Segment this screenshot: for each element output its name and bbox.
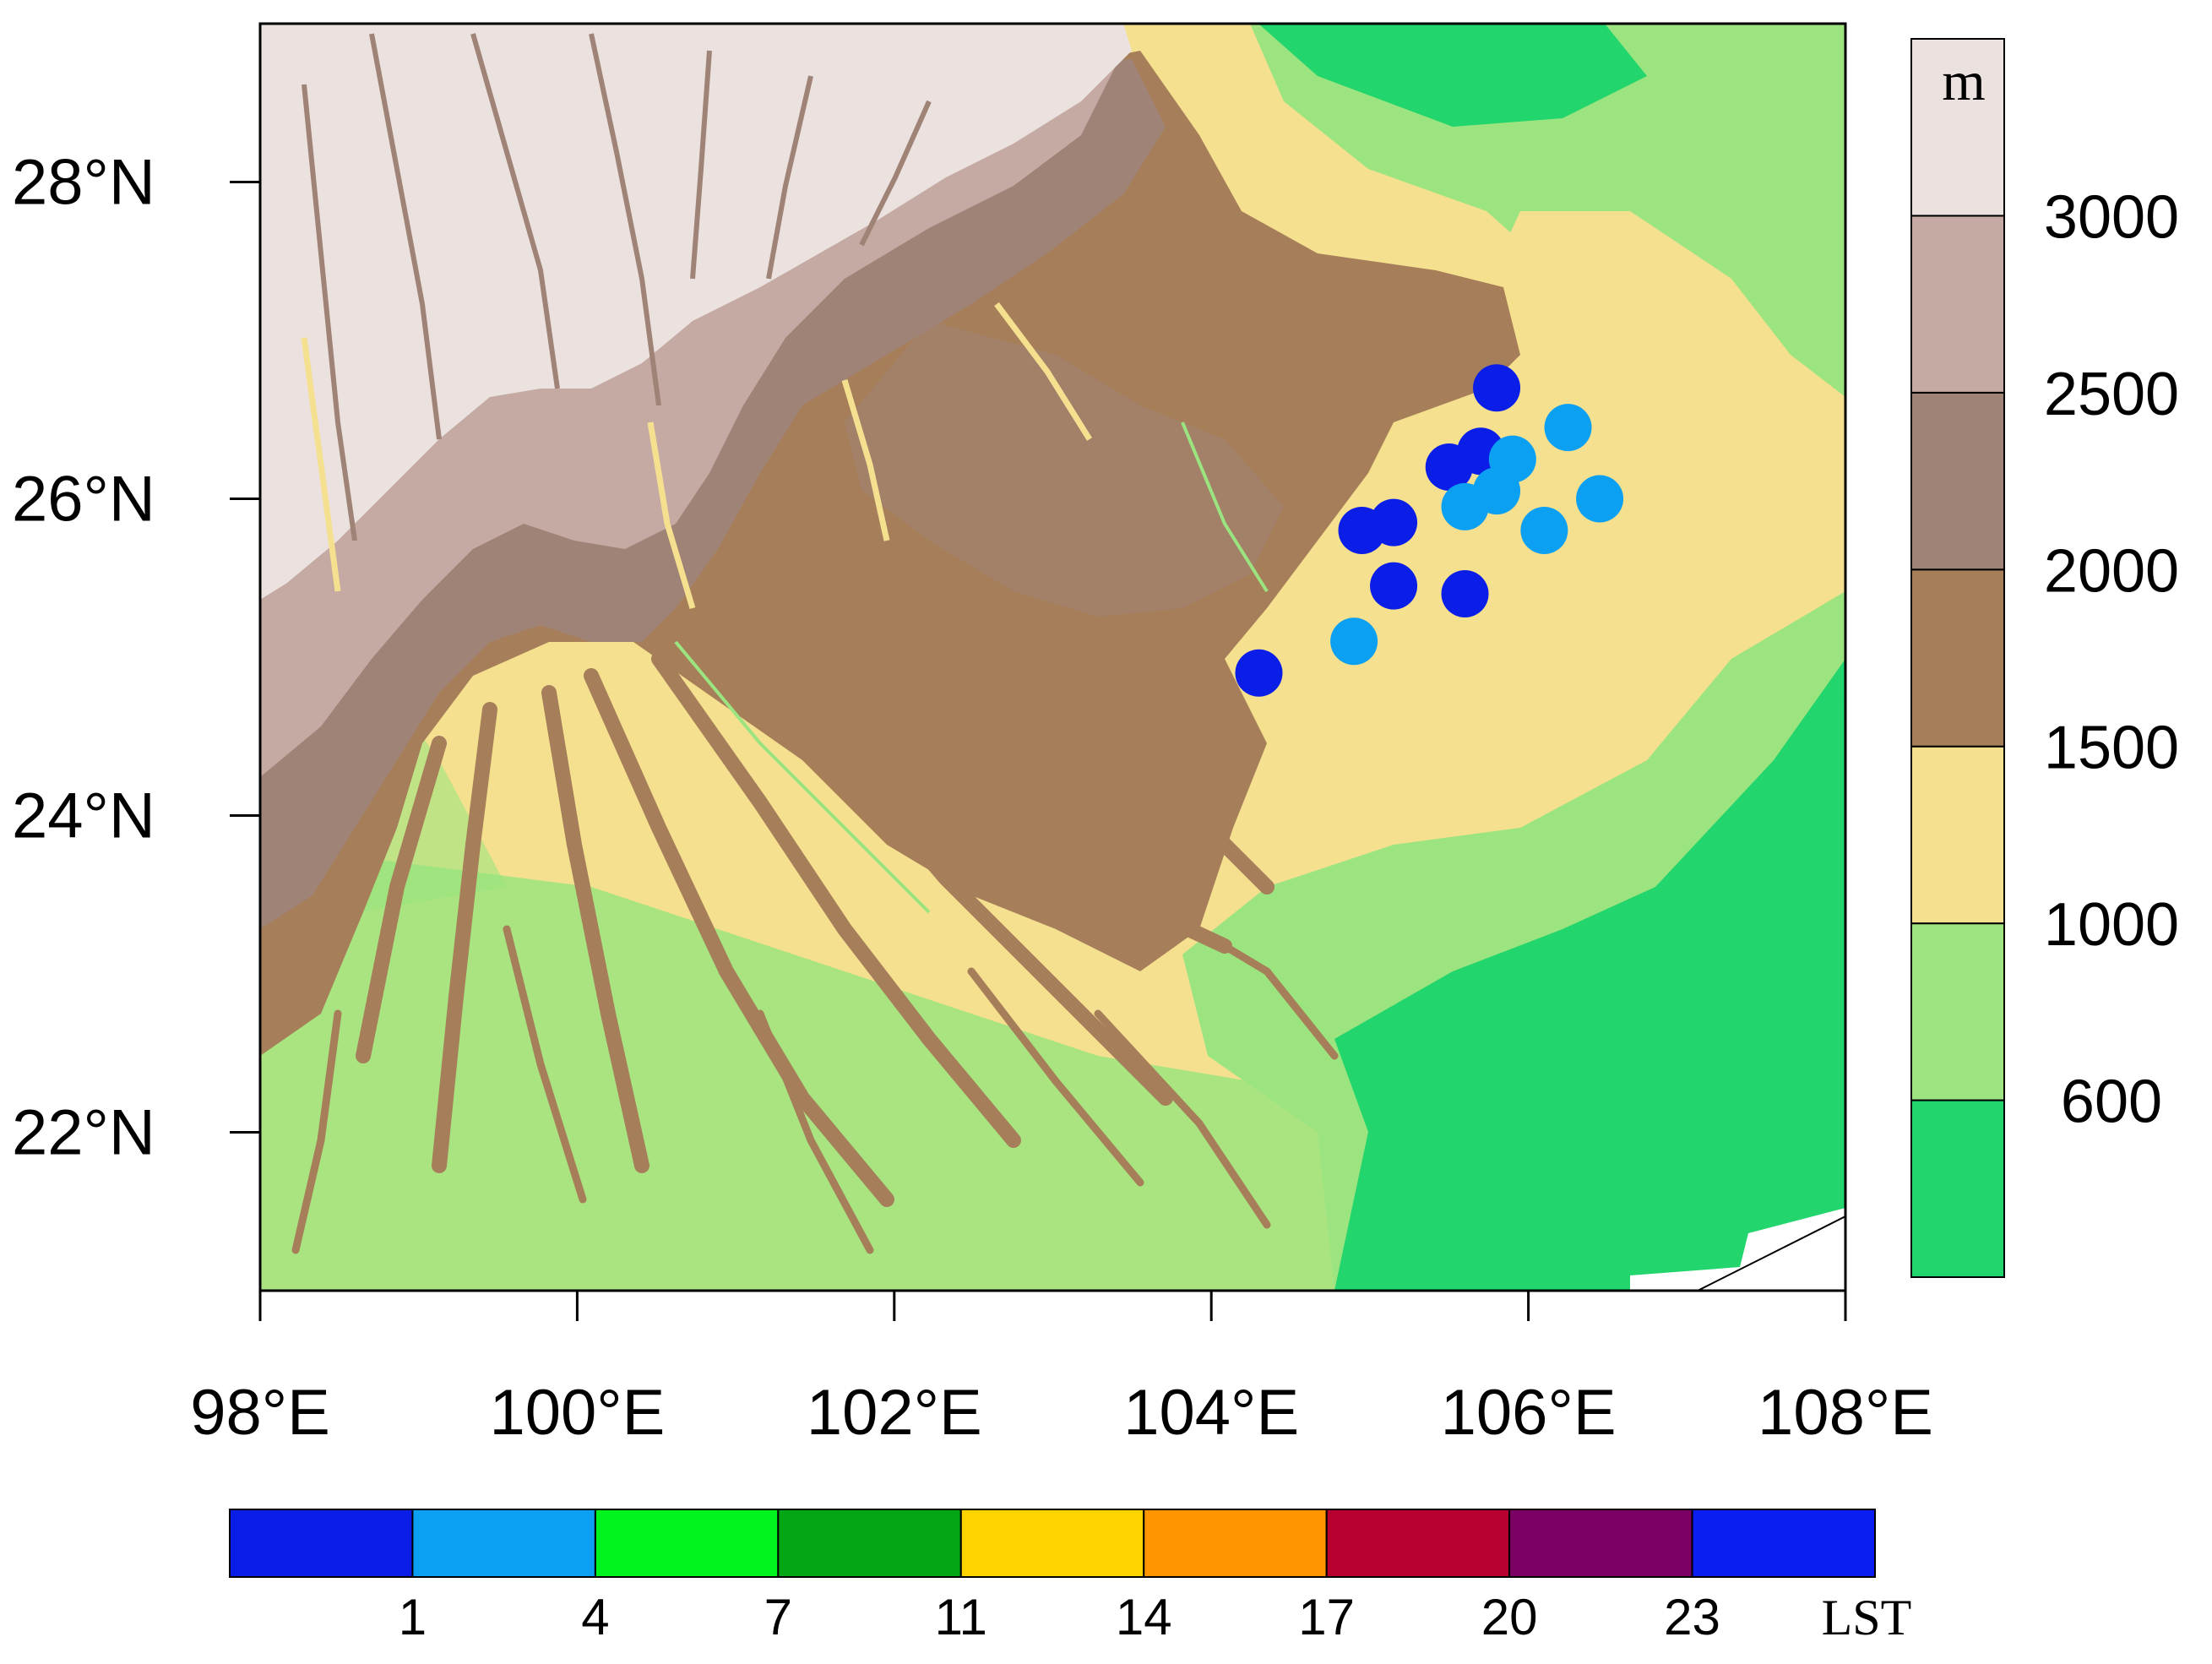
elevation-level-label: 2500 [2044,361,2179,428]
time-color-swatch [594,1509,780,1578]
station-marker [1235,649,1283,697]
time-tick-label: 4 [581,1589,609,1645]
elevation-color-swatch [1910,215,2005,394]
time-tick-label: 7 [764,1589,792,1645]
station-marker [1370,562,1418,610]
lat-tick-label: 28°N [12,147,155,219]
time-color-swatch [411,1509,596,1578]
longitude-axis: 98°E 100°E 102°E 104°E 106°E 108°E [190,1291,1933,1449]
elevation-color-swatch [1910,745,2005,925]
time-tick-label: 23 [1664,1589,1720,1645]
station-marker [1441,570,1489,617]
lon-tick-label: 104°E [1123,1377,1299,1449]
elevation-color-swatch [1910,568,2005,748]
lat-tick-label: 22°N [12,1097,155,1169]
map-frame [258,22,1847,1292]
elevation-level-label: 1000 [2044,891,2179,959]
elevation-color-swatch [1910,922,2005,1101]
time-color-swatch [1143,1509,1328,1578]
lon-tick-label: 102°E [807,1377,982,1449]
time-colorbar: 1 4 7 11 14 17 20 23 [229,1509,1876,1645]
elevation-level-label: 3000 [2044,183,2179,251]
elevation-color-swatch [1910,391,2005,571]
elevation-map [260,24,1845,1291]
time-color-swatch [959,1509,1145,1578]
elevation-level-label: 1500 [2044,715,2179,782]
lon-tick-label: 106°E [1441,1377,1617,1449]
station-marker [1441,482,1489,530]
elevation-color-swatch [1910,38,2005,217]
elevation-level-label: 2000 [2044,537,2179,605]
lon-tick-label: 108°E [1758,1377,1933,1449]
lat-tick-label: 24°N [12,780,155,852]
time-color-swatch [1508,1509,1693,1578]
elevation-colorbar: 600 1000 1500 2000 2500 3000 [1910,38,2179,1278]
time-tick-label: 17 [1298,1589,1355,1645]
time-color-swatch [229,1509,414,1578]
time-tick-label: 11 [935,1589,987,1645]
time-tick-label: 1 [399,1589,427,1645]
time-unit-label: LST [1822,1590,1912,1645]
station-markers [1235,364,1624,697]
lon-tick-label: 100°E [489,1377,665,1449]
time-color-swatch [1691,1509,1876,1578]
station-marker [1425,443,1473,491]
elevation-level-label: 600 [2061,1069,2162,1136]
time-tick-label: 14 [1116,1589,1172,1645]
station-marker [1338,507,1386,554]
station-marker [1520,507,1568,554]
lat-tick-label: 26°N [12,464,155,536]
lon-tick-label: 98°E [190,1377,330,1449]
time-color-swatch [777,1509,962,1578]
latitude-axis: 22°N 24°N 26°N 28°N [12,147,260,1169]
station-marker [1576,475,1624,523]
time-tick-label: 20 [1481,1589,1538,1645]
time-color-swatch [1325,1509,1511,1578]
station-marker [1330,617,1378,666]
elevation-unit-label: m [1942,51,1985,112]
elevation-color-swatch [1910,1099,2005,1278]
station-marker [1473,364,1521,412]
station-marker [1544,404,1592,452]
